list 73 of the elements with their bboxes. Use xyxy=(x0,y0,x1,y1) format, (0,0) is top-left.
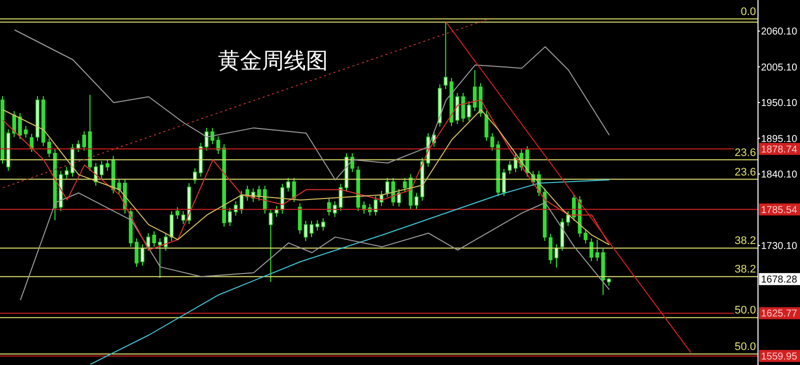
candlestick xyxy=(134,238,139,268)
ref-line-label: 1785.54 xyxy=(761,204,798,216)
candlestick xyxy=(332,200,337,218)
annotation: 38.2 xyxy=(734,235,756,248)
candlestick xyxy=(176,206,180,220)
candlestick xyxy=(385,177,390,198)
candlestick xyxy=(117,178,122,194)
y-tick-label: 1895.10 xyxy=(761,134,798,145)
annotation: 38.2 xyxy=(734,264,756,276)
candlestick xyxy=(548,233,552,264)
candlestick xyxy=(467,100,471,122)
candlestick xyxy=(140,244,144,266)
candlestick xyxy=(327,198,331,216)
candlestick xyxy=(170,210,174,242)
candlestick xyxy=(490,132,494,152)
annotation: 50.0 xyxy=(734,340,756,353)
annotation: 0.0 xyxy=(740,6,756,18)
y-tick-label: 2005.10 xyxy=(761,62,798,74)
candlestick xyxy=(590,238,594,262)
candlestick xyxy=(24,125,28,138)
candlestick xyxy=(280,183,284,214)
y-tick-label: 1950.10 xyxy=(761,98,798,110)
candlestick xyxy=(414,192,418,210)
candlestick xyxy=(268,208,273,282)
candlestick xyxy=(47,138,52,158)
candlestick xyxy=(461,92,466,123)
ref-line-label: 1625.77 xyxy=(761,308,798,320)
ref-line-label: 1878.74 xyxy=(761,144,798,156)
candlestick xyxy=(152,230,156,248)
candlestick xyxy=(292,177,296,202)
candlestick xyxy=(106,159,110,172)
y-tick-label: 1840.10 xyxy=(761,170,798,181)
candlestick xyxy=(286,177,290,192)
candlestick xyxy=(158,238,162,278)
line-series xyxy=(20,192,610,301)
candlestick xyxy=(76,140,80,152)
candlestick xyxy=(82,130,86,152)
y-tick-label: 2060.10 xyxy=(761,26,798,38)
candlestick xyxy=(204,127,208,152)
candlestick xyxy=(181,210,186,225)
candlestick xyxy=(584,228,588,244)
candlestick xyxy=(595,239,600,262)
candlestick xyxy=(210,127,214,145)
text: 黄金周线图 xyxy=(218,48,328,76)
candlestick xyxy=(310,220,314,238)
candlestick xyxy=(321,218,326,232)
annotation: 23.6 xyxy=(734,146,756,159)
candlestick xyxy=(502,168,506,197)
candlestick xyxy=(298,202,302,234)
candlestick xyxy=(304,220,308,242)
candlestick xyxy=(240,190,244,214)
candlestick xyxy=(18,112,22,140)
candlestick xyxy=(193,168,197,184)
candlestick xyxy=(100,160,104,180)
candlestick xyxy=(228,207,232,227)
candlestick xyxy=(554,244,558,268)
candlestick xyxy=(508,160,512,175)
candlestick xyxy=(484,110,488,142)
line-series xyxy=(14,29,610,180)
candlestick xyxy=(566,210,570,227)
candlestick xyxy=(402,177,407,192)
text: 1678.28 xyxy=(761,274,798,286)
candlestick xyxy=(274,205,278,218)
candlestick xyxy=(64,166,69,180)
candlestick xyxy=(257,185,261,202)
candlestick xyxy=(572,194,576,222)
ref-line-label: 1559.95 xyxy=(761,351,798,362)
y-tick-label: 1730.10 xyxy=(761,240,798,252)
candlestick xyxy=(397,188,401,208)
candlestick xyxy=(315,220,320,232)
annotation: 23.6 xyxy=(734,166,756,178)
annotation: 50.0 xyxy=(734,304,756,317)
candlestick xyxy=(444,22,448,90)
